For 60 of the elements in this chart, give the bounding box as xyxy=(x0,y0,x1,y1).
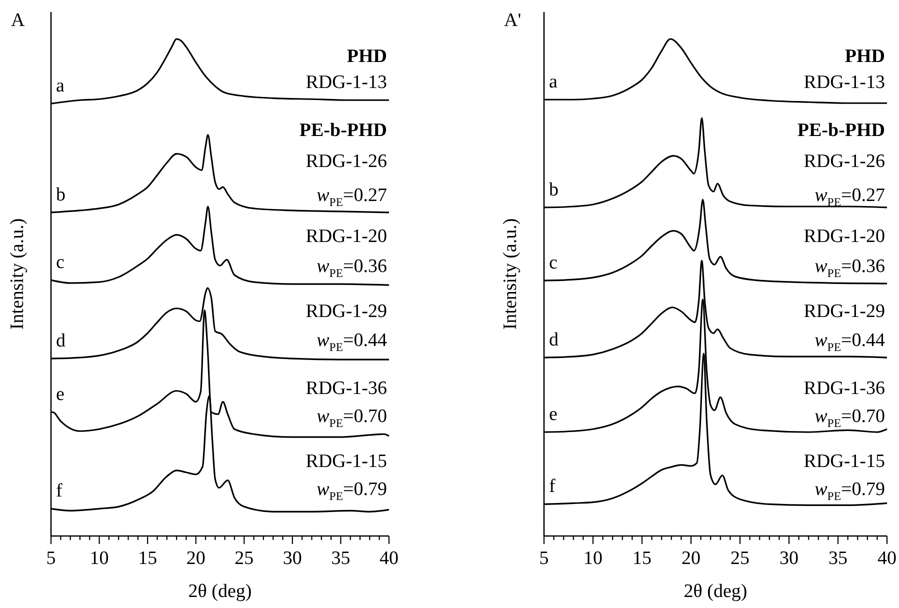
annotation: RDG-1-20 xyxy=(804,226,885,248)
annotation: PE-b-PHD xyxy=(797,120,885,142)
x-tick-label: 5 xyxy=(46,548,56,569)
series-label: b xyxy=(56,184,66,206)
x-tick-label: 10 xyxy=(584,548,602,569)
x-tick-label: 20 xyxy=(186,548,206,569)
annotation: RDG-1-15 xyxy=(306,451,387,472)
chart-title: A' xyxy=(504,10,522,31)
annotation: w$_{PE}$=0.36 xyxy=(814,256,885,280)
annotation: w$_{PE}$=0.44 xyxy=(814,330,886,354)
annotation: RDG-1-26 xyxy=(306,151,387,172)
x-tick-label: 30 xyxy=(282,548,302,569)
annotation: RDG-1-26 xyxy=(804,151,885,172)
annotation: w$_{PE}$=0.79 xyxy=(814,479,885,504)
x-axis-title: 2θ (deg) xyxy=(188,581,252,602)
y-axis-title: Intensity (a.u.) xyxy=(7,218,28,330)
x-tick-label: 5 xyxy=(539,548,549,569)
annotation: RDG-1-13 xyxy=(804,72,885,94)
annotation: w$_{PE}$=0.79 xyxy=(316,479,387,504)
series-label: a xyxy=(549,72,558,93)
series-label: e xyxy=(56,384,64,406)
series-label: e xyxy=(549,404,558,426)
annotation: w$_{PE}$=0.70 xyxy=(316,406,387,430)
annotation: RDG-1-36 xyxy=(804,378,885,400)
x-tick-label: 15 xyxy=(138,548,158,569)
annotation: RDG-1-36 xyxy=(306,378,387,400)
x-tick-label: 25 xyxy=(234,548,254,569)
series-label: b xyxy=(549,179,558,200)
x-tick-label: 35 xyxy=(331,548,350,569)
annotation: PE-b-PHD xyxy=(299,120,387,142)
annotation: RDG-1-13 xyxy=(306,72,387,94)
annotation: w$_{PE}$=0.36 xyxy=(316,256,387,280)
series-label: a xyxy=(56,76,65,97)
x-tick-label: 40 xyxy=(878,548,896,569)
series-label: c xyxy=(549,252,558,274)
annotation: w$_{PE}$=0.70 xyxy=(814,406,885,430)
annotation: w$_{PE}$=0.27 xyxy=(316,185,387,210)
x-axis-title: 2θ (deg) xyxy=(684,581,748,602)
series-label: f xyxy=(56,480,63,502)
annotation: PHD xyxy=(844,46,885,68)
annotation: w$_{PE}$=0.27 xyxy=(814,185,885,210)
x-tick-label: 10 xyxy=(90,548,109,569)
annotation: PHD xyxy=(346,46,387,68)
annotation: RDG-1-15 xyxy=(804,451,885,472)
series-label: d xyxy=(549,330,559,351)
series-label: d xyxy=(56,330,66,352)
annotation: RDG-1-20 xyxy=(306,226,387,248)
x-tick-label: 25 xyxy=(730,548,750,569)
series-label: c xyxy=(56,252,64,274)
y-axis-title: Intensity (a.u.) xyxy=(500,218,521,330)
annotation: w$_{PE}$=0.44 xyxy=(316,330,388,354)
x-tick-label: 30 xyxy=(780,548,798,569)
x-tick-label: 15 xyxy=(632,548,652,569)
annotation: RDG-1-29 xyxy=(306,301,387,322)
x-tick-label: 35 xyxy=(828,548,848,569)
annotation: RDG-1-29 xyxy=(804,301,885,322)
series-label: f xyxy=(549,476,556,498)
chart-title: A xyxy=(11,10,25,31)
x-tick-label: 20 xyxy=(682,548,700,569)
x-tick-label: 40 xyxy=(380,548,398,569)
